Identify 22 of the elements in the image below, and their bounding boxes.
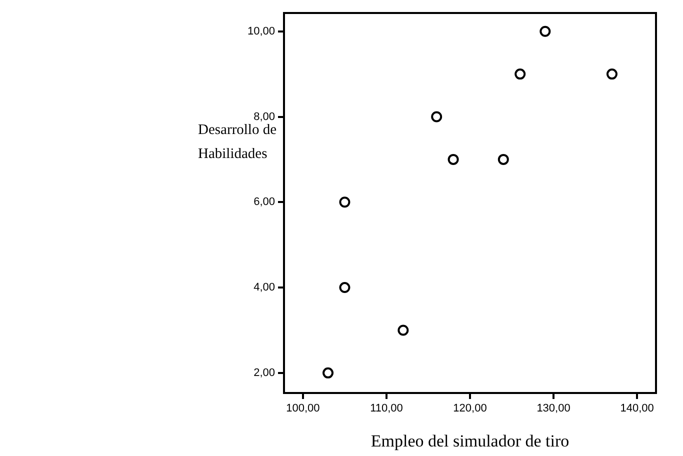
y-tick-label: 2,00: [254, 366, 275, 379]
point: [514, 68, 526, 80]
point: [431, 111, 442, 122]
point: [606, 68, 618, 80]
x-tick-label: 130,00: [536, 402, 570, 415]
point: [498, 154, 509, 165]
y-tick-label: 4,00: [254, 282, 275, 294]
x-axis-title: Empleo del simulador de tiro: [370, 431, 570, 450]
point: [339, 282, 350, 294]
x-tick-label: 120,00: [453, 402, 487, 415]
x-tick-label: 100,00: [286, 402, 320, 415]
y-tick-label: 6,00: [254, 196, 275, 208]
y-tick-label: 10,00: [247, 25, 275, 38]
point: [339, 196, 350, 208]
point: [448, 154, 459, 165]
x-tick-label: 110,00: [370, 402, 403, 415]
point: [398, 324, 409, 336]
point: [540, 26, 551, 37]
x-tick-label: 140,00: [620, 402, 654, 415]
y-tick-label: 8,00: [254, 110, 275, 123]
point: [322, 367, 334, 378]
y-axis-title: Desarrollo de Habilidades: [198, 122, 278, 164]
